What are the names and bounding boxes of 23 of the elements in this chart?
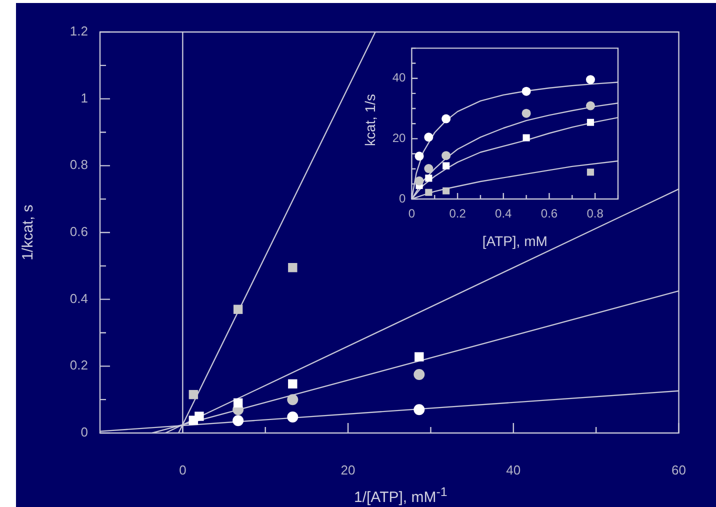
x-tick-label: 60: [672, 462, 686, 478]
y-tick-label: 20: [392, 130, 406, 145]
y-tick-label: 40: [392, 70, 406, 85]
y-tick-label: 0.2: [70, 358, 88, 373]
y-tick-label: 0.6: [70, 224, 88, 240]
x-tick-label: 0.6: [540, 206, 558, 221]
x-tick-label: 20: [340, 462, 356, 478]
x-tick-label: 0.2: [449, 206, 466, 221]
x-tick-label: 0: [408, 206, 416, 221]
y-tick-label: 0: [80, 424, 88, 440]
x-tick-label: 0.4: [495, 206, 512, 221]
y-tick-label: 0.8: [70, 157, 88, 172]
y-tick-label: 1.2: [70, 24, 88, 39]
y-tick-label: 1: [80, 90, 88, 106]
y-axis-title: kcat, 1/s: [362, 94, 378, 146]
y-axis-title: 1/kcat, s: [19, 204, 36, 260]
x-tick-label: 40: [506, 462, 521, 478]
x-tick-label: 0.8: [586, 206, 604, 221]
x-axis-title: [ATP], mM: [482, 233, 548, 249]
x-axis-title: 1/[ATP], mM$^{-1}$: [354, 485, 448, 506]
y-tick-label: 0.4: [70, 290, 88, 306]
y-tick-label: 0: [399, 191, 406, 206]
x-tick-label: 0: [179, 462, 186, 478]
